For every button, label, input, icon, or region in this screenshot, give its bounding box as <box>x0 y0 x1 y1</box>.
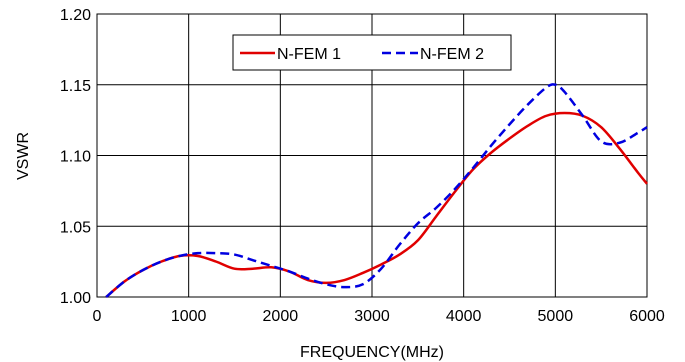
x-tick-label: 0 <box>93 308 102 325</box>
y-tick-label: 1.05 <box>60 219 91 236</box>
x-axis-ticks: 0 1000 2000 3000 4000 5000 6000 <box>93 308 665 325</box>
legend: N-FEM 1 N-FEM 2 <box>232 34 512 71</box>
series-line-2 <box>105 83 648 298</box>
x-tick-label: 6000 <box>629 308 665 325</box>
x-axis-label: FREQUENCY(MHz) <box>300 344 444 361</box>
series-lines <box>105 83 648 298</box>
y-tick-label: 1.20 <box>60 7 91 24</box>
x-tick-label: 4000 <box>446 308 482 325</box>
x-tick-label: 5000 <box>538 308 574 325</box>
y-tick-label: 1.15 <box>60 78 91 95</box>
x-tick-label: 3000 <box>354 308 390 325</box>
series-line-1 <box>105 111 648 298</box>
legend-label-series-2: N-FEM 2 <box>420 46 484 63</box>
x-tick-label: 2000 <box>263 308 299 325</box>
plot-area <box>96 13 648 298</box>
y-axis-ticks: 1.00 1.05 1.10 1.15 1.20 <box>60 7 91 307</box>
y-tick-label: 1.10 <box>60 149 91 166</box>
y-tick-label: 1.00 <box>60 290 91 307</box>
legend-box <box>232 34 512 71</box>
x-tick-label: 1000 <box>171 308 207 325</box>
y-axis-label: VSWR <box>15 132 32 180</box>
legend-label-series-1: N-FEM 1 <box>277 46 341 63</box>
